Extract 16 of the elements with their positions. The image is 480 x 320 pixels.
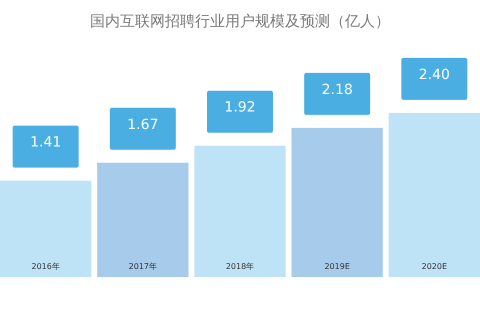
x-tick-label: 2016年 bbox=[31, 262, 60, 271]
bar bbox=[97, 162, 188, 277]
data-label: 2.40 bbox=[418, 66, 450, 83]
data-label: 1.41 bbox=[30, 134, 62, 151]
bar bbox=[194, 146, 286, 277]
data-label: 1.67 bbox=[127, 116, 158, 133]
bar bbox=[292, 128, 383, 277]
x-tick-label: 2020E bbox=[422, 262, 448, 271]
bar bbox=[388, 112, 480, 277]
x-tick-label: 2019E bbox=[324, 262, 350, 271]
x-tick-label: 2017年 bbox=[128, 262, 158, 271]
data-label: 1.92 bbox=[224, 100, 256, 116]
bar bbox=[0, 180, 92, 277]
data-label: 2.18 bbox=[322, 82, 353, 98]
x-tick-label: 2018年 bbox=[226, 262, 254, 271]
chart-title: 国内互联网招聘行业用户规模及预测（亿人） bbox=[90, 13, 390, 30]
